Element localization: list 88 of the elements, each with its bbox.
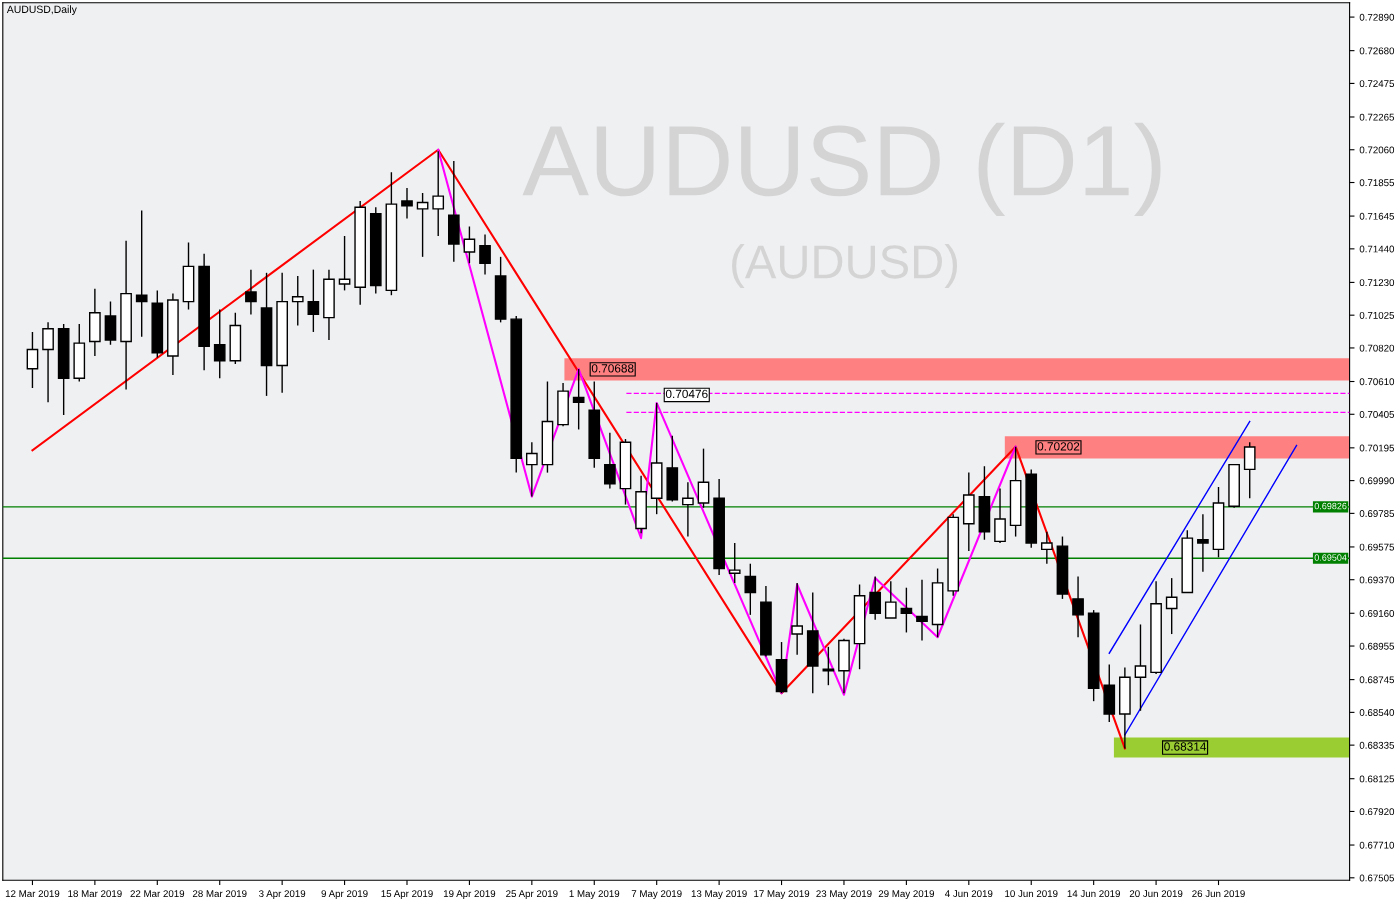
y-tick-label: 0.72680 bbox=[1359, 47, 1395, 55]
y-tick-label: 0.71025 bbox=[1359, 311, 1395, 319]
y-tick-label: 0.68955 bbox=[1359, 642, 1395, 650]
candlestick bbox=[604, 431, 616, 490]
candlestick bbox=[1243, 441, 1256, 499]
candlestick bbox=[213, 308, 226, 380]
candlestick bbox=[135, 209, 148, 338]
candlestick bbox=[525, 441, 538, 498]
x-tick-label: 17 May 2019 bbox=[754, 890, 810, 899]
x-tick-label: 25 Apr 2019 bbox=[506, 890, 558, 899]
y-tick-label: 0.68125 bbox=[1359, 775, 1395, 783]
y-tick-label: 0.71440 bbox=[1359, 245, 1395, 253]
candlestick bbox=[884, 580, 897, 619]
candlestick bbox=[791, 582, 803, 656]
y-tick-label: 0.69990 bbox=[1359, 477, 1395, 485]
y-tick-label: 0.70610 bbox=[1359, 378, 1395, 386]
y-tick-label: 0.67505 bbox=[1359, 874, 1395, 882]
y-tick-label: 0.71855 bbox=[1359, 179, 1395, 187]
candlestick bbox=[1072, 575, 1084, 638]
x-tick-label: 26 Jun 2019 bbox=[1192, 890, 1245, 898]
ref-line-label: 0.69826 bbox=[1314, 502, 1347, 510]
y-tick-label: 0.67710 bbox=[1359, 841, 1395, 849]
y-tick-label: 0.70195 bbox=[1359, 444, 1395, 452]
candlestick bbox=[42, 321, 54, 403]
candlestick bbox=[338, 235, 351, 292]
candlestick bbox=[822, 646, 835, 686]
y-tick-label: 0.71230 bbox=[1359, 279, 1395, 287]
y-tick-label: 0.69785 bbox=[1359, 510, 1395, 517]
y-tick-label: 0.69575 bbox=[1359, 543, 1395, 551]
candlestick bbox=[744, 563, 757, 616]
candlestick bbox=[307, 268, 320, 333]
y-tick-label: 0.72475 bbox=[1359, 80, 1395, 88]
y-tick-label: 0.68335 bbox=[1359, 741, 1395, 749]
y-tick-label: 0.67920 bbox=[1359, 808, 1395, 816]
chart-title: AUDUSD,Daily bbox=[6, 5, 77, 16]
x-tick-label: 23 May 2019 bbox=[816, 890, 872, 899]
band-label: 0.70202 bbox=[1037, 442, 1080, 451]
candlestick bbox=[26, 331, 39, 389]
candlestick bbox=[916, 579, 928, 642]
x-tick-label: 12 Mar 2019 bbox=[5, 890, 60, 898]
x-tick-label: 3 Apr 2019 bbox=[259, 890, 306, 899]
candlestick bbox=[1040, 531, 1053, 565]
y-tick-label: 0.69370 bbox=[1359, 576, 1395, 584]
x-tick-label: 7 May 2019 bbox=[631, 890, 682, 899]
x-tick-label: 10 Jun 2019 bbox=[1005, 890, 1058, 898]
annotation: 0.70476 bbox=[665, 389, 708, 399]
y-tick-label: 0.71645 bbox=[1359, 212, 1395, 220]
candlestick bbox=[900, 587, 913, 634]
x-tick-label: 9 Apr 2019 bbox=[321, 890, 368, 899]
y-tick-label: 0.72265 bbox=[1359, 113, 1395, 121]
y-tick-label: 0.72890 bbox=[1359, 13, 1395, 21]
candlestick bbox=[1134, 623, 1147, 712]
x-tick-label: 28 Mar 2019 bbox=[192, 890, 247, 898]
candlestick bbox=[572, 368, 585, 431]
candlestick bbox=[245, 268, 257, 316]
candlestick bbox=[869, 575, 882, 621]
candlestick bbox=[682, 481, 694, 538]
ref-line-label: 0.69504 bbox=[1314, 554, 1347, 561]
candlestick bbox=[1165, 577, 1178, 635]
candlestick bbox=[291, 275, 304, 327]
y-tick-label: 0.70405 bbox=[1359, 411, 1395, 418]
y-tick-label: 0.69160 bbox=[1359, 610, 1395, 617]
x-tick-label: 22 Mar 2019 bbox=[130, 890, 185, 898]
x-tick-label: 14 Jun 2019 bbox=[1067, 890, 1120, 898]
y-tick-label: 0.68745 bbox=[1359, 676, 1395, 684]
candlestick bbox=[104, 300, 117, 346]
y-tick-label: 0.72060 bbox=[1359, 146, 1395, 154]
x-tick-label: 4 Jun 2019 bbox=[944, 890, 993, 898]
y-tick-label: 0.68540 bbox=[1359, 709, 1395, 716]
candlestick bbox=[1197, 513, 1209, 573]
candlestick bbox=[416, 192, 429, 258]
x-tick-label: 15 Apr 2019 bbox=[381, 890, 433, 899]
band-label: 0.68314 bbox=[1164, 742, 1207, 751]
candlestick bbox=[697, 447, 710, 509]
candlestick bbox=[463, 225, 476, 264]
candlestick bbox=[432, 150, 445, 237]
x-tick-label: 20 Jun 2019 bbox=[1129, 890, 1183, 898]
x-tick-label: 13 May 2019 bbox=[691, 890, 747, 899]
candlestick bbox=[994, 487, 1006, 544]
candlestick bbox=[479, 233, 491, 276]
candlestick bbox=[401, 187, 413, 220]
candlestick bbox=[728, 542, 741, 584]
x-tick-label: 1 May 2019 bbox=[569, 890, 620, 899]
y-tick-label: 0.70820 bbox=[1359, 344, 1395, 352]
x-tick-label: 18 Mar 2019 bbox=[68, 890, 122, 898]
x-tick-label: 29 May 2019 bbox=[878, 890, 935, 899]
band-label: 0.70688 bbox=[591, 364, 634, 373]
x-tick-label: 19 Apr 2019 bbox=[443, 890, 496, 899]
